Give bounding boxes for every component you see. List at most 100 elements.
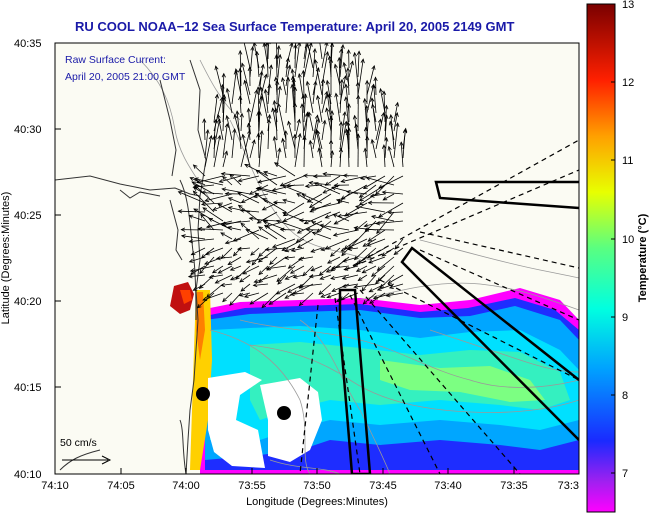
current-vector bbox=[345, 84, 350, 114]
current-vector-head bbox=[213, 118, 218, 124]
current-vector bbox=[400, 142, 404, 168]
current-vector bbox=[341, 238, 368, 252]
current-vector-head bbox=[372, 295, 378, 300]
current-vector-head bbox=[308, 43, 313, 47]
current-vector bbox=[359, 184, 386, 202]
current-vector-head bbox=[317, 147, 322, 153]
current-vector-head bbox=[253, 279, 259, 284]
current-vector bbox=[356, 265, 368, 272]
current-vector-head bbox=[194, 184, 199, 189]
current-vector-head bbox=[238, 49, 243, 55]
current-vector-head bbox=[353, 225, 359, 231]
current-vector-head bbox=[377, 118, 382, 124]
current-vector bbox=[371, 265, 386, 277]
current-vector bbox=[387, 274, 404, 284]
current-vector-head bbox=[352, 51, 358, 57]
current-vector bbox=[361, 274, 377, 292]
current-vector-head bbox=[261, 303, 267, 309]
current-vector-head bbox=[287, 120, 292, 126]
current-vector bbox=[244, 80, 251, 105]
current-vector bbox=[321, 91, 328, 114]
current-vector bbox=[320, 274, 332, 280]
current-vector bbox=[267, 43, 269, 60]
current-vector bbox=[267, 84, 271, 105]
current-vector-head bbox=[265, 266, 271, 271]
current-vector bbox=[274, 162, 296, 177]
current-vector bbox=[258, 226, 278, 240]
current-vector-head bbox=[342, 75, 347, 80]
current-vector bbox=[243, 43, 251, 69]
current-vector bbox=[326, 108, 332, 132]
current-vector bbox=[393, 122, 399, 159]
current-vector bbox=[266, 265, 287, 270]
current-vector bbox=[230, 265, 242, 271]
current-vector-head bbox=[196, 179, 201, 184]
current-vector-head bbox=[342, 111, 347, 116]
current-vector-head bbox=[275, 80, 280, 85]
current-vector bbox=[307, 43, 314, 69]
current-vector-head bbox=[224, 240, 230, 245]
current-vector-head bbox=[345, 67, 351, 72]
current-vector bbox=[290, 292, 305, 295]
current-vector bbox=[266, 256, 287, 271]
current-vector-head bbox=[375, 221, 381, 226]
current-vector bbox=[363, 175, 386, 189]
current-vector-head bbox=[312, 47, 317, 53]
current-vector-head bbox=[340, 43, 345, 49]
current-vector-head bbox=[188, 239, 194, 244]
current-vector-head bbox=[296, 118, 301, 124]
x-tick-label: 73:50 bbox=[303, 480, 331, 492]
current-vector-head bbox=[362, 97, 368, 103]
current-vector bbox=[212, 265, 224, 274]
current-vector bbox=[339, 44, 344, 78]
current-vector-head bbox=[284, 294, 290, 299]
current-vector-head bbox=[259, 86, 264, 92]
current-vector bbox=[303, 44, 308, 69]
current-vector bbox=[219, 175, 242, 183]
current-vector-head bbox=[193, 177, 199, 182]
current-vector bbox=[238, 204, 260, 222]
current-vector bbox=[242, 134, 251, 168]
current-vector-head bbox=[356, 94, 361, 100]
current-vector bbox=[309, 274, 323, 278]
current-vector-head bbox=[239, 278, 244, 283]
current-vector-head bbox=[258, 270, 264, 276]
current-vector-head bbox=[357, 276, 363, 282]
current-vector-head bbox=[355, 267, 361, 272]
current-vector-head bbox=[340, 247, 346, 252]
current-vector bbox=[321, 43, 328, 69]
current-vector bbox=[258, 130, 263, 168]
current-vector bbox=[371, 98, 377, 132]
current-vector bbox=[213, 135, 216, 159]
current-vector bbox=[209, 274, 224, 278]
current-vector-head bbox=[300, 103, 305, 108]
current-vector-head bbox=[252, 43, 257, 47]
current-vector bbox=[276, 43, 278, 60]
current-vector-head bbox=[269, 260, 274, 266]
current-vector-head bbox=[229, 301, 234, 306]
current-vector-head bbox=[399, 141, 404, 147]
current-vector bbox=[205, 247, 224, 255]
current-vector bbox=[251, 256, 260, 266]
current-vector bbox=[229, 292, 242, 306]
current-vector bbox=[215, 274, 233, 284]
current-vector-head bbox=[264, 247, 270, 252]
current-vector-head bbox=[319, 223, 324, 228]
current-vector bbox=[273, 201, 287, 204]
y-tick-label: 40:35 bbox=[14, 38, 42, 50]
current-vector-head bbox=[200, 213, 205, 219]
current-vector-head bbox=[292, 133, 297, 139]
current-vector-head bbox=[245, 229, 251, 233]
current-vector bbox=[379, 274, 395, 289]
current-vector-head bbox=[352, 114, 358, 120]
current-vector bbox=[337, 211, 368, 217]
current-vector-head bbox=[224, 191, 230, 196]
current-vector bbox=[321, 247, 332, 251]
current-vector bbox=[267, 65, 272, 96]
current-vector bbox=[235, 265, 251, 280]
current-vector-head bbox=[240, 199, 246, 204]
current-vector bbox=[317, 130, 323, 150]
current-vector-head bbox=[384, 114, 389, 120]
current-vector-head bbox=[189, 268, 195, 273]
current-vector bbox=[191, 181, 215, 195]
